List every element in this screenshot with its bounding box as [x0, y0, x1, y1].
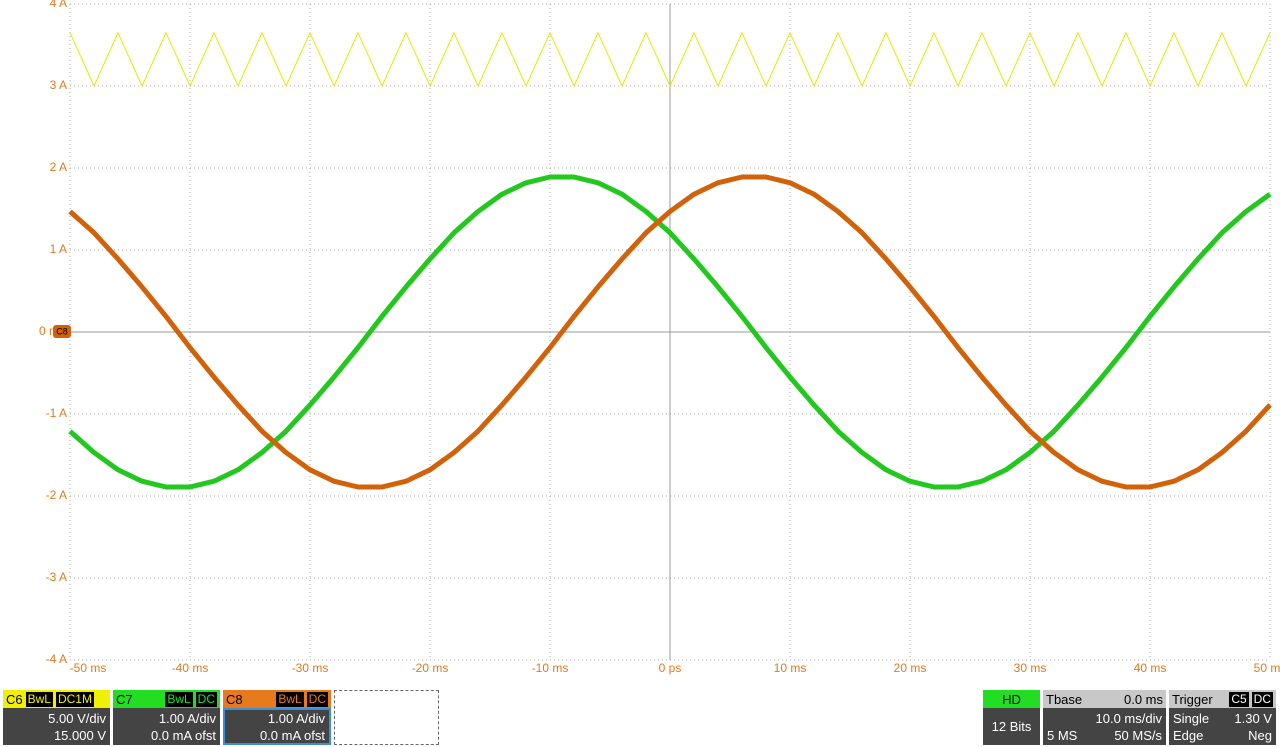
scale: 5.00 V/div [48, 710, 106, 726]
tag: BwL [165, 691, 193, 707]
hd-panel: HD 12 Bits [983, 690, 1040, 745]
trace [68, 174, 1272, 490]
channel-name: C6 [6, 691, 23, 707]
tag: BwL [276, 691, 304, 707]
x-tick-label: -10 ms [532, 661, 569, 675]
channel-body: 1.00 A/div 0.0 mA ofst [113, 708, 220, 745]
x-tick-label: 40 ms [1134, 661, 1167, 675]
channel-marker: C8 [56, 326, 68, 336]
scale: 1.00 A/div [158, 710, 216, 726]
trigger-header: Trigger C5 DC [1169, 690, 1276, 708]
x-tick-label: 10 ms [774, 661, 807, 675]
offset: 0.0 mA ofst [259, 727, 325, 743]
type: Edge [1173, 727, 1204, 743]
offset: 0.0 mA ofst [150, 727, 216, 743]
y-tick-label: 1 A [50, 242, 67, 256]
channel-body: 1.00 A/div 0.0 mA ofst [223, 708, 331, 745]
x-tick-label: 30 ms [1014, 661, 1047, 675]
trace [69, 32, 1271, 87]
x-tick-label: -40 ms [172, 661, 209, 675]
y-tick-label: 4 A [50, 0, 67, 10]
hd-text: 12 Bits [983, 708, 1040, 745]
tag: BwL [25, 691, 53, 707]
trigger-panel: Trigger C5 DC Single 1.30 V Edge Neg [1169, 690, 1276, 745]
y-tick-label: 2 A [50, 160, 67, 174]
hd-title: HD [983, 690, 1040, 708]
x-tick-label: 50 ms [1254, 661, 1280, 675]
slope: Neg [1248, 727, 1272, 743]
channel-panel: C6 BwL DC1M 5.00 V/div 15.000 V [3, 690, 110, 745]
offset: 0.0 ms [1123, 691, 1163, 707]
channel-body: 5.00 V/div 15.000 V [3, 708, 110, 745]
timebase-panel: Tbase 0.0 ms 10.0 ms/div 5 MS 50 MS/s [1043, 690, 1166, 745]
scale: 1.00 A/div [267, 710, 325, 726]
rate: 50 MS/s [1114, 727, 1162, 743]
tag: DC [1251, 691, 1273, 707]
channel-header: C8 BwL DC [223, 690, 331, 708]
title: Tbase [1046, 691, 1083, 707]
channel-panel: C8 BwL DC 1.00 A/div 0.0 mA ofst [223, 690, 331, 745]
trigger-body: Single 1.30 V Edge Neg [1169, 708, 1276, 745]
tag: DC [195, 691, 217, 707]
offset: 15.000 V [53, 727, 106, 743]
level: 1.30 V [1234, 710, 1272, 726]
x-tick-label: 20 ms [894, 661, 927, 675]
tag: DC [306, 691, 328, 707]
channel-header: C7 BwL DC [113, 690, 220, 708]
y-tick-label: 3 A [50, 78, 67, 92]
y-tick-label: -4 A [46, 652, 67, 666]
timebase-body: 10.0 ms/div 5 MS 50 MS/s [1043, 708, 1166, 745]
title: Trigger [1172, 691, 1213, 707]
channel-name: C7 [116, 691, 133, 707]
channel-panel: C7 BwL DC 1.00 A/div 0.0 mA ofst [113, 690, 220, 745]
scale: 10.0 ms/div [1095, 710, 1162, 726]
mode: Single [1173, 710, 1210, 726]
y-tick-label: -3 A [46, 570, 67, 584]
x-tick-label: -20 ms [412, 661, 449, 675]
empty-slot [334, 690, 439, 745]
x-tick-label: 0 ps [659, 661, 682, 675]
memory: 5 MS [1047, 727, 1078, 743]
y-tick-label: -1 A [46, 406, 67, 420]
y-tick-label: -2 A [46, 488, 67, 502]
timebase-header: Tbase 0.0 ms [1043, 690, 1166, 708]
scope-display: 4 A3 A2 A1 A0 mA-1 A-2 A-3 A-4 A-50 ms -4… [39, 0, 1280, 675]
tag: C5 [1229, 691, 1249, 707]
trace [68, 174, 1272, 490]
tag: DC1M [55, 691, 94, 707]
channel-header: C6 BwL DC1M [3, 690, 110, 708]
channel-name: C8 [226, 691, 243, 707]
channel-marker-bg [53, 325, 71, 338]
x-tick-label: -50 ms [70, 661, 107, 675]
x-tick-label: -30 ms [292, 661, 329, 675]
